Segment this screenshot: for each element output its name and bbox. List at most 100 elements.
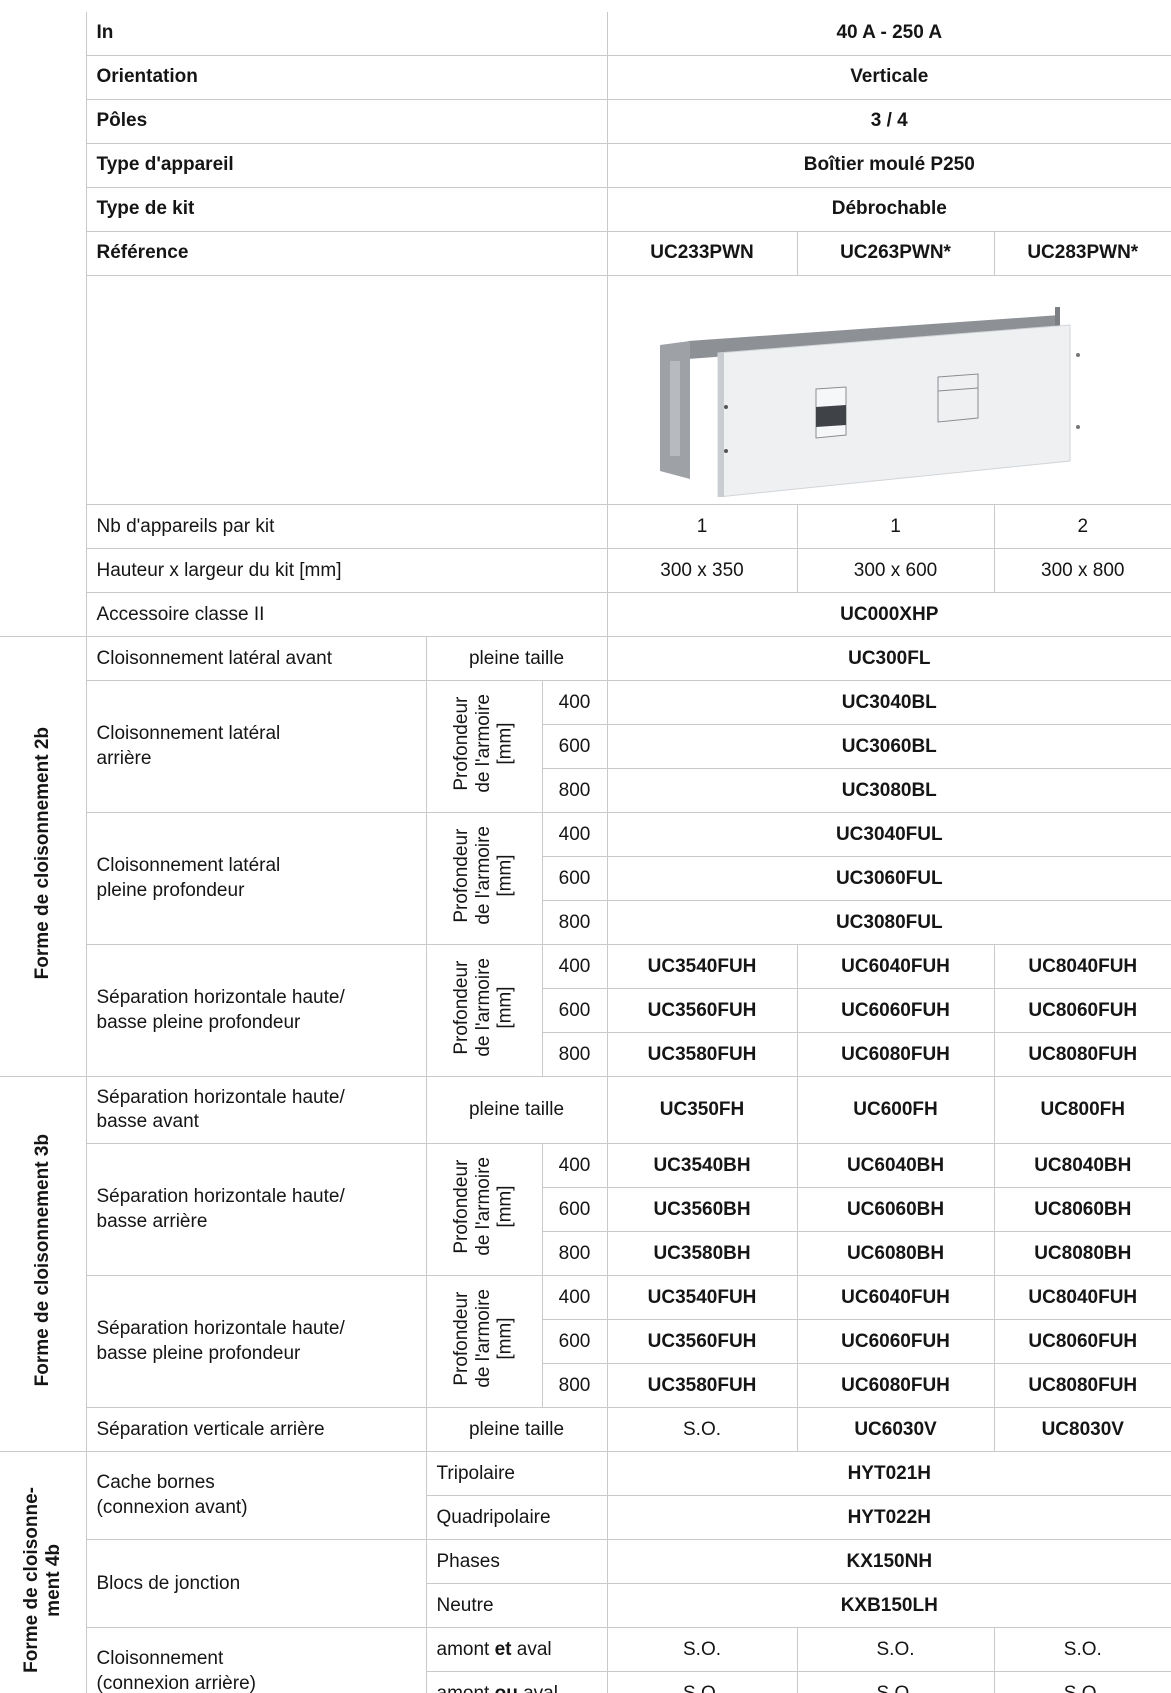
option: Tripolaire	[425, 1451, 608, 1497]
row: Séparation horizontale haute/ basse arri…	[0, 1143, 1171, 1277]
blank-cell	[85, 274, 608, 506]
bracket-slot	[669, 360, 680, 456]
label: Cloisonnement (connexion arrière)	[85, 1627, 427, 1693]
depth: 600	[541, 1187, 608, 1233]
group-cell: Forme de cloisonnement 2b	[0, 636, 87, 1078]
value: 300 x 600	[796, 548, 995, 594]
cover-line	[937, 387, 978, 392]
option-part: et	[494, 1638, 512, 1660]
value: UC6080FUH	[796, 1032, 995, 1078]
screw	[1075, 352, 1080, 357]
value: S.O.	[606, 1407, 798, 1453]
value: UC8040FUH	[993, 944, 1171, 990]
value: UC800FH	[993, 1076, 1171, 1145]
value: UC6030V	[796, 1407, 995, 1453]
label: Cloisonnement latéral arrière	[85, 680, 427, 814]
depth: 800	[541, 900, 608, 946]
value: Boîtier moulé P250	[606, 143, 1171, 188]
option-part: aval	[523, 1683, 558, 1693]
row: Nb d'appareils par kit 1 1 2	[0, 504, 1171, 550]
row: Neutre KXB150LH	[0, 1583, 1171, 1629]
product-image	[659, 306, 1080, 498]
value: 300 x 800	[993, 548, 1171, 594]
label: Cloisonnement latéral pleine profondeur	[85, 812, 427, 946]
value: UC283PWN*	[993, 231, 1171, 276]
value: UC8060FUH	[993, 1319, 1171, 1365]
depth: 400	[541, 1143, 608, 1189]
blank-cell	[0, 12, 87, 638]
screw	[723, 448, 728, 453]
option: amont ou aval	[425, 1671, 608, 1693]
label: Hauteur x largeur du kit [mm]	[85, 548, 608, 594]
depth: 600	[541, 724, 608, 770]
option: amont et aval	[425, 1627, 608, 1673]
value: 1	[606, 504, 798, 550]
group-title: Forme de cloisonne- ment 4b	[20, 1487, 64, 1673]
image-cell	[606, 274, 1171, 506]
value: S.O.	[993, 1627, 1171, 1673]
row: 800 UC3080FUL	[0, 900, 1171, 946]
depth: 600	[541, 988, 608, 1034]
row: Cloisonnement latéral arrière Profondeur…	[0, 680, 1171, 814]
value: UC3540FUH	[606, 1275, 798, 1321]
value: Verticale	[606, 55, 1171, 100]
value: UC000XHP	[606, 592, 1171, 638]
row: Séparation horizontale haute/ basse plei…	[0, 1275, 1171, 1409]
value: UC3080BL	[606, 768, 1171, 814]
spec-table: In 40 A - 250 A Orientation Verticale Pô…	[0, 12, 1171, 1693]
label: Séparation verticale arrière	[85, 1407, 427, 1453]
depth-label: Profondeur de l'armoire [mm]	[451, 1288, 516, 1388]
value: KX150NH	[606, 1539, 1171, 1585]
page: In 40 A - 250 A Orientation Verticale Pô…	[0, 12, 1171, 1693]
depth: 400	[541, 1275, 608, 1321]
row: 600 UC3060BL	[0, 724, 1171, 770]
value: UC3580FUH	[606, 1363, 798, 1409]
row: Séparation horizontale haute/ basse plei…	[0, 944, 1171, 1078]
value: S.O.	[606, 1671, 798, 1693]
row: Cloisonnement (connexion arrière) amont …	[0, 1627, 1171, 1693]
row: Accessoire classe II UC000XHP	[0, 592, 1171, 638]
label: Type de kit	[85, 187, 608, 232]
value: UC350FH	[606, 1076, 798, 1145]
depth: 800	[541, 1032, 608, 1078]
row: Forme de cloisonnement 3b Séparation hor…	[0, 1076, 1171, 1453]
value: UC3040BL	[606, 680, 1171, 726]
label: Type d'appareil	[85, 143, 608, 188]
option: Phases	[425, 1539, 608, 1585]
row: Forme de cloisonne- ment 4b Cache bornes…	[0, 1451, 1171, 1693]
value: UC6060BH	[796, 1187, 995, 1233]
depth-cell: Profondeur de l'armoire [mm]	[425, 812, 543, 946]
value: UC6040FUH	[796, 1275, 995, 1321]
value: UC8080BH	[993, 1231, 1171, 1277]
label: Accessoire classe II	[85, 592, 608, 638]
value: UC8060FUH	[993, 988, 1171, 1034]
row: 600 UC3060FUL	[0, 856, 1171, 902]
front-panel	[717, 324, 1071, 498]
depth-label: Profondeur de l'armoire [mm]	[451, 957, 516, 1057]
value: Débrochable	[606, 187, 1171, 232]
row	[0, 274, 1171, 506]
value: S.O.	[796, 1671, 995, 1693]
group-cell: Forme de cloisonne- ment 4b	[0, 1451, 87, 1693]
depth: 800	[541, 1363, 608, 1409]
value: UC233PWN	[606, 231, 798, 276]
label: Séparation horizontale haute/ basse plei…	[85, 1275, 427, 1409]
value: UC3580FUH	[606, 1032, 798, 1078]
label: Séparation horizontale haute/ basse arri…	[85, 1143, 427, 1277]
value: UC263PWN*	[796, 231, 995, 276]
row: Type de kit Débrochable	[0, 187, 1171, 232]
value: UC3540FUH	[606, 944, 798, 990]
value: UC3040FUL	[606, 812, 1171, 858]
option-part: ou	[495, 1683, 518, 1693]
row: 800 UC3580FUH UC6080FUH UC8080FUH	[0, 1032, 1171, 1078]
value: UC3560FUH	[606, 988, 798, 1034]
depth: 400	[541, 812, 608, 858]
value: UC300FL	[606, 636, 1171, 682]
option-part: aval	[516, 1638, 552, 1660]
row: Hauteur x largeur du kit [mm] 300 x 350 …	[0, 548, 1171, 594]
row: Cloisonnement latéral pleine profondeur …	[0, 812, 1171, 946]
value: UC6080FUH	[796, 1363, 995, 1409]
depth-cell: Profondeur de l'armoire [mm]	[425, 1275, 543, 1409]
row: In 40 A - 250 A	[0, 12, 1171, 638]
label: Pôles	[85, 99, 608, 144]
